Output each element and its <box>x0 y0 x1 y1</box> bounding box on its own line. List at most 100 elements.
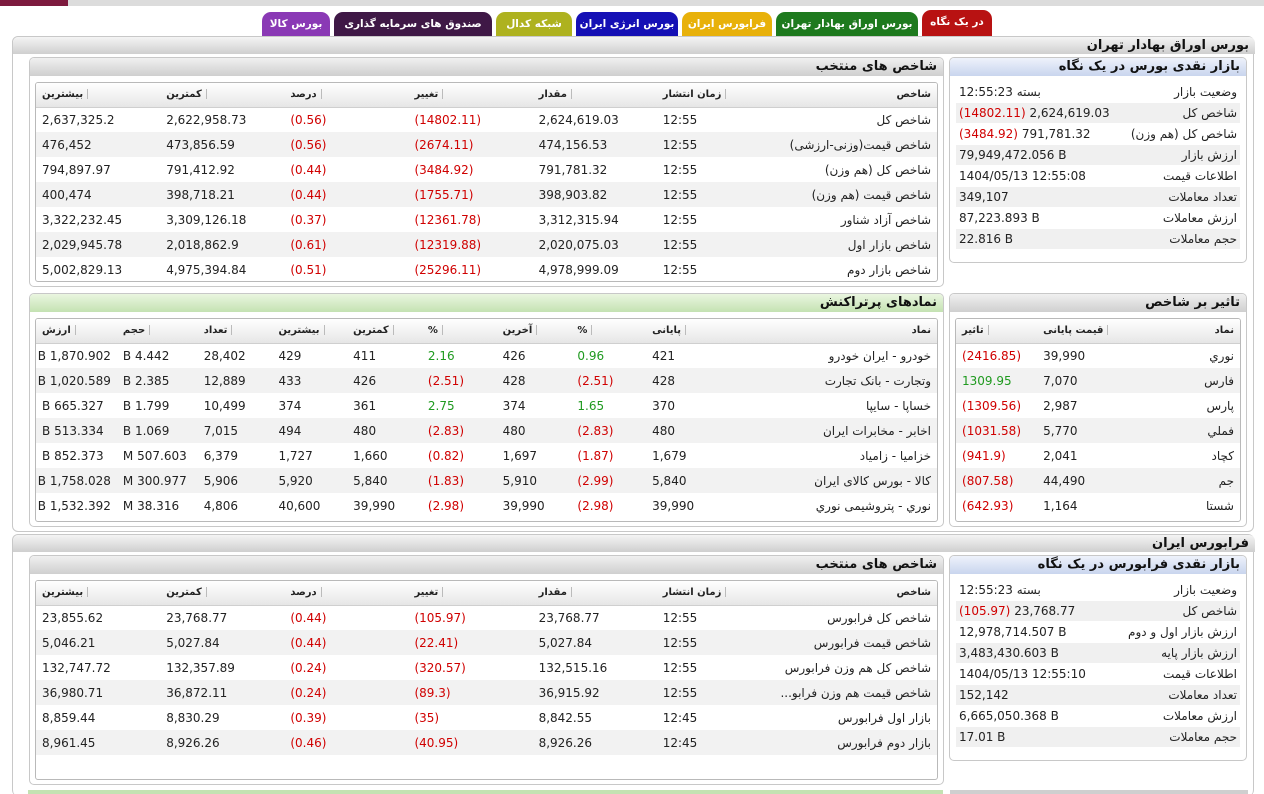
table-row[interactable]: شاخص کل فرابورس 12:55 23,768.77 (105.97) (0.… <box>36 605 937 630</box>
row-name-cell[interactable]: شاخص قیمت هم وزن فرابو... <box>780 680 937 705</box>
column-header[interactable]: تعداد <box>197 319 273 344</box>
table-row[interactable]: اخابر - مخابرات ایران 480 (2.83) 480 (2.83) 4… <box>36 418 937 443</box>
row-name-cell[interactable]: شستا <box>1205 498 1234 513</box>
column-separator-icon <box>87 587 89 598</box>
row-name-cell[interactable]: فملي <box>1134 418 1240 443</box>
table-row[interactable]: شستا 1,164 (642.93) <box>956 493 1240 518</box>
row-name-cell[interactable]: شاخص کل (هم وزن) <box>824 162 931 177</box>
table-row[interactable]: شاخص کل (هم وزن) 12:55 791,781.32 (3484.92)… <box>36 157 937 182</box>
row-name-cell[interactable]: خودرو - ایران خودرو <box>828 348 931 363</box>
table-row[interactable]: کالا - بورس کالای ایران 5,840 (2.99) 5,910(… <box>36 468 937 493</box>
table-row[interactable]: جم 44,490 (807.58) <box>956 468 1240 493</box>
table-row[interactable]: شاخص قیمت فرابورس 12:55 5,027.84 (22.41) (0.… <box>36 630 937 655</box>
table-row[interactable]: شاخص کل 12:55 2,624,619.03 (14802.11) (0.56)… <box>36 107 937 132</box>
column-header[interactable]: آخرین <box>496 319 572 344</box>
table-cell: 1.799 B <box>122 398 170 413</box>
tab-funds[interactable]: صندوق های سرمایه گذاری <box>334 12 492 36</box>
column-header[interactable]: نماد <box>1134 319 1240 344</box>
column-header[interactable]: شاخص <box>780 581 937 606</box>
column-header[interactable]: زمان انتشار <box>656 581 781 606</box>
column-header[interactable]: مقدار <box>532 581 657 606</box>
table-row[interactable]: شاخص قیمت (هم وزن) 12:55 398,903.82 (1755.7… <box>36 182 937 207</box>
column-header[interactable]: ارزش <box>36 319 117 344</box>
summary-label: شاخص کل (هم وزن) <box>1130 127 1237 141</box>
row-name-cell[interactable]: نوري <box>1209 348 1234 363</box>
row-name-cell[interactable]: شاخص بازار اول <box>780 232 937 257</box>
row-name-cell[interactable]: بازار اول فرابورس <box>837 710 931 725</box>
column-header[interactable]: تغییر <box>408 581 533 606</box>
row-name-cell[interactable]: کالا - بورس کالای ایران <box>720 468 937 493</box>
column-header[interactable]: کمترین <box>160 581 285 606</box>
tab-ime[interactable]: بورس کالا <box>262 12 330 36</box>
table-row[interactable]: خودرو - ایران خودرو 421 0.96 426 2.16 411 429 2… <box>36 343 937 368</box>
column-header-label: قیمت پایانی <box>1043 325 1104 337</box>
table-row[interactable]: شاخص بازار اول 12:55 2,020,075.03 (12319.88… <box>36 232 937 257</box>
row-name-cell[interactable]: شاخص قیمت(وزنی-ارزشی) <box>780 132 937 157</box>
row-name-cell[interactable]: بازار دوم فرابورس <box>780 730 937 755</box>
table-row[interactable]: نوري 39,990 (2416.85) <box>956 343 1240 368</box>
row-name-cell[interactable]: شاخص بازار دوم <box>847 262 931 277</box>
row-name-cell[interactable]: شاخص قیمت (هم وزن) <box>780 182 937 207</box>
table-row[interactable]: وتجارت - بانک تجارت 428 (2.51) 428 (2.51) 426… <box>36 368 937 393</box>
table-row[interactable]: فارس 7,070 1309.95 <box>956 368 1240 393</box>
table-row[interactable]: شاخص قیمت(وزنی-ارزشی) 12:55 474,156.53 (267… <box>36 132 937 157</box>
row-name-cell[interactable]: شاخص آزاد شناور <box>840 212 931 227</box>
table-row[interactable]: پارس 2,987 (1309.56) <box>956 393 1240 418</box>
table-cell: (2.98) <box>427 498 464 513</box>
column-separator-icon <box>74 325 76 336</box>
column-header[interactable]: قیمت پایانی <box>1037 319 1135 344</box>
tab-overview[interactable]: در یک نگاه <box>922 10 992 36</box>
table-row[interactable]: شاخص بازار دوم 12:55 4,978,999.09 (25296.11… <box>36 257 937 281</box>
row-name-cell[interactable]: شاخص کل <box>876 112 931 127</box>
table-row[interactable]: شاخص آزاد شناور 12:55 3,312,315.94 (12361.7… <box>36 207 937 232</box>
column-header[interactable]: کمترین <box>160 83 285 108</box>
column-header[interactable]: تغییر <box>408 83 533 108</box>
column-header[interactable]: درصد <box>284 581 409 606</box>
column-header[interactable]: % <box>571 319 647 344</box>
tab-ifb[interactable]: فرابورس ایران <box>682 12 772 36</box>
table-row[interactable]: شاخص کل هم وزن فرابورس 12:55 132,515.16 (32… <box>36 655 937 680</box>
table-cell: 2.75 <box>427 398 455 413</box>
table-row[interactable]: بازار اول فرابورس 12:45 8,842.55 (35) (0.39)… <box>36 705 937 730</box>
row-name-cell[interactable]: شاخص قیمت فرابورس <box>780 630 937 655</box>
row-name-cell[interactable]: خزامیا - زامیاد <box>859 448 931 463</box>
column-header[interactable]: بیشترین <box>272 319 348 344</box>
row-name-cell[interactable]: شاخص کل هم وزن فرابورس <box>784 660 931 675</box>
row-name-cell[interactable]: جم <box>1134 468 1240 493</box>
column-header[interactable]: نماد <box>720 319 937 344</box>
row-name-cell[interactable]: وتجارت - بانک تجارت <box>720 368 937 393</box>
table-cell: 411 <box>353 348 377 363</box>
tab-tse[interactable]: بورس اوراق بهادار تهران <box>776 12 918 36</box>
column-header[interactable]: پایانی <box>646 319 721 344</box>
column-header[interactable]: شاخص <box>780 83 937 108</box>
column-header[interactable]: حجم <box>116 319 198 344</box>
row-name-cell[interactable]: فارس <box>1134 368 1240 393</box>
column-header[interactable]: مقدار <box>532 83 657 108</box>
tab-codal[interactable]: شبکه کدال <box>496 12 572 36</box>
column-header[interactable]: درصد <box>284 83 409 108</box>
row-name-cell[interactable]: شاخص کل فرابورس <box>827 610 931 625</box>
table-cell: 507.603 M <box>122 448 187 463</box>
table-row[interactable]: نوري - پتروشیمی نوري 39,990 (2.98) 39,990 (2… <box>36 493 937 518</box>
column-header-label: % <box>577 325 588 337</box>
column-header[interactable]: % <box>421 319 497 344</box>
row-name-cell[interactable]: پارس <box>1206 398 1234 413</box>
column-header-label: شاخص <box>896 587 931 599</box>
row-name-cell[interactable]: کچاد <box>1211 448 1234 463</box>
row-name-cell[interactable]: اخابر - مخابرات ایران <box>720 418 937 443</box>
row-name-cell[interactable]: نوري - پتروشیمی نوري <box>815 498 931 513</box>
column-header[interactable]: کمترین <box>347 319 422 344</box>
tab-energy[interactable]: بورس انرژی ایران <box>576 12 678 36</box>
table-cell: (89.3) <box>408 680 533 705</box>
table-row[interactable]: فملي 5,770 (1031.58) <box>956 418 1240 443</box>
column-header[interactable]: بیشترین <box>36 83 161 108</box>
row-name-cell[interactable]: خساپا - سایپا <box>865 398 931 413</box>
table-row[interactable]: خساپا - سایپا 370 1.65 374 2.75 361 374 10,499 1… <box>36 393 937 418</box>
column-header[interactable]: زمان انتشار <box>656 83 781 108</box>
column-header[interactable]: تاثیر <box>956 319 1038 344</box>
table-row[interactable]: شاخص قیمت هم وزن فرابو... 12:55 36,915.92(… <box>36 680 937 705</box>
table-row[interactable]: خزامیا - زامیاد 1,679 (1.87) 1,697 (0.82) 1,6… <box>36 443 937 468</box>
table-row[interactable]: کچاد 2,041 (941.9) <box>956 443 1240 468</box>
column-header[interactable]: بیشترین <box>36 581 161 606</box>
table-row[interactable]: بازار دوم فرابورس 12:45 8,926.26 (40.95) (0.… <box>36 730 937 755</box>
